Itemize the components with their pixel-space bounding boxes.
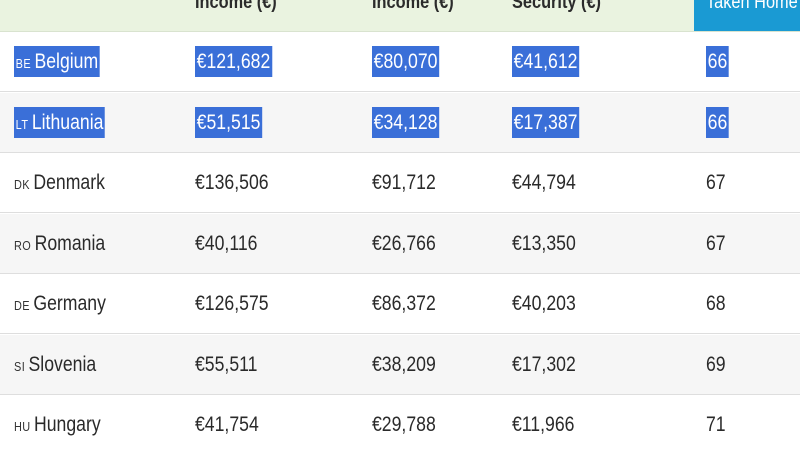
cell-income-net-value: €38,209 bbox=[372, 352, 436, 376]
cell-income-gross-value: €126,575 bbox=[195, 292, 269, 315]
cell-income-net: €34,128 bbox=[372, 93, 440, 153]
table-row[interactable]: BE Belgium €121,682 €80,070 €41,612 66 bbox=[0, 32, 800, 92]
cell-security: €41,612 bbox=[512, 32, 580, 92]
cell-income-net-value: €80,070 bbox=[372, 46, 440, 77]
header-income-net[interactable]: Income (€) bbox=[372, 0, 454, 13]
table-row[interactable]: DK Denmark €136,506 €91,712 €44,794 67 bbox=[0, 153, 800, 213]
cell-security-value: €17,387 bbox=[512, 106, 580, 138]
cell-income-gross-value: €136,506 bbox=[195, 171, 269, 194]
cell-income-net: €29,788 bbox=[372, 395, 436, 450]
cell-security: €13,350 bbox=[512, 214, 576, 274]
cell-income-gross: €55,511 bbox=[195, 335, 257, 395]
country-code: LT bbox=[15, 116, 29, 132]
cell-income-net-value: €26,766 bbox=[372, 231, 436, 255]
cell-income-gross: €51,515 bbox=[195, 93, 263, 153]
cell-income-gross: €136,506 bbox=[195, 153, 269, 213]
cell-taken-home: 69 bbox=[706, 335, 726, 395]
cell-country: RO Romania bbox=[14, 214, 105, 274]
cell-country: DE Germany bbox=[14, 274, 106, 334]
cell-income-net: €86,372 bbox=[372, 274, 436, 334]
table-header: Income (€) Income (€) Security (€) Taken… bbox=[0, 0, 800, 32]
cell-income-gross-value: €40,116 bbox=[195, 231, 258, 255]
cell-taken-home: 71 bbox=[706, 395, 726, 450]
cell-taken-home: 66 bbox=[706, 32, 729, 92]
cell-security-value: €13,350 bbox=[512, 231, 576, 255]
country-name: Slovenia bbox=[28, 352, 97, 376]
cell-taken-home-value: 69 bbox=[706, 352, 726, 376]
cell-income-gross-value: €51,515 bbox=[195, 106, 263, 138]
table-row[interactable]: SI Slovenia €55,511 €38,209 €17,302 69 bbox=[0, 334, 800, 395]
cell-security-value: €44,794 bbox=[512, 171, 576, 194]
cell-security: €44,794 bbox=[512, 153, 576, 213]
cell-income-net-value: €86,372 bbox=[372, 292, 436, 315]
country-name: Belgium bbox=[34, 50, 99, 73]
cell-security: €40,203 bbox=[512, 274, 576, 334]
cell-security-value: €40,203 bbox=[512, 292, 576, 315]
cell-taken-home-value: 67 bbox=[706, 231, 726, 255]
cell-taken-home-value: 67 bbox=[706, 171, 726, 194]
cell-income-net-value: €29,788 bbox=[372, 413, 436, 436]
country-code: HU bbox=[14, 419, 31, 434]
cell-taken-home: 67 bbox=[706, 214, 726, 274]
header-taken-home[interactable]: Taken Home bbox=[694, 0, 800, 31]
cell-income-net: €26,766 bbox=[372, 214, 436, 274]
country-name: Lithuania bbox=[31, 110, 104, 134]
cell-country: DK Denmark bbox=[14, 153, 105, 213]
header-taken-home-label: Taken Home bbox=[706, 0, 798, 13]
cell-taken-home: 68 bbox=[706, 274, 726, 334]
cell-security: €17,302 bbox=[512, 335, 576, 395]
cell-income-gross-value: €41,754 bbox=[195, 413, 259, 436]
header-income-gross[interactable]: Income (€) bbox=[195, 0, 277, 13]
cell-taken-home: 66 bbox=[706, 93, 729, 153]
cell-income-gross-value: €55,511 bbox=[195, 352, 258, 376]
cell-taken-home-value: 71 bbox=[706, 413, 726, 436]
cell-security: €17,387 bbox=[512, 93, 580, 153]
cell-country: LT Lithuania bbox=[14, 93, 106, 153]
cell-country: BE Belgium bbox=[14, 32, 100, 92]
country-name: Romania bbox=[34, 231, 106, 255]
country-code: RO bbox=[14, 237, 32, 253]
table-row[interactable]: HU Hungary €41,754 €29,788 €11,966 71 bbox=[0, 395, 800, 450]
selection-highlight: LT Lithuania bbox=[14, 106, 106, 138]
cell-taken-home-value: 68 bbox=[706, 292, 726, 315]
country-name: Hungary bbox=[33, 413, 101, 436]
cell-income-net: €80,070 bbox=[372, 32, 440, 92]
cell-security-value: €17,302 bbox=[512, 352, 576, 376]
cell-income-net-value: €91,712 bbox=[372, 171, 436, 194]
country-code: DK bbox=[14, 177, 31, 192]
cell-income-gross-value: €121,682 bbox=[195, 46, 272, 77]
cell-income-gross: €40,116 bbox=[195, 214, 257, 274]
cell-security: €11,966 bbox=[512, 395, 574, 450]
country-code: BE bbox=[15, 56, 32, 71]
cell-country: SI Slovenia bbox=[14, 335, 96, 395]
country-name: Germany bbox=[33, 292, 106, 315]
cell-income-net: €91,712 bbox=[372, 153, 436, 213]
table-row[interactable]: RO Romania €40,116 €26,766 €13,350 67 bbox=[0, 213, 800, 274]
cell-security-value: €41,612 bbox=[512, 46, 580, 77]
header-security[interactable]: Security (€) bbox=[512, 0, 601, 13]
selection-highlight: BE Belgium bbox=[14, 46, 100, 77]
country-code: SI bbox=[14, 358, 26, 374]
cell-income-net-value: €34,128 bbox=[372, 106, 440, 138]
cell-taken-home: 67 bbox=[706, 153, 726, 213]
cell-income-gross: €41,754 bbox=[195, 395, 259, 450]
cell-taken-home-value: 66 bbox=[706, 106, 729, 138]
cell-security-value: €11,966 bbox=[512, 413, 575, 436]
cell-income-gross: €121,682 bbox=[195, 32, 272, 92]
table-row[interactable]: DE Germany €126,575 €86,372 €40,203 68 bbox=[0, 274, 800, 334]
country-name: Denmark bbox=[33, 171, 105, 194]
cell-country: HU Hungary bbox=[14, 395, 101, 450]
table-row[interactable]: LT Lithuania €51,515 €34,128 €17,387 66 bbox=[0, 92, 800, 153]
country-code: DE bbox=[14, 298, 31, 313]
cell-income-gross: €126,575 bbox=[195, 274, 269, 334]
cell-taken-home-value: 66 bbox=[706, 46, 729, 77]
cell-income-net: €38,209 bbox=[372, 335, 436, 395]
